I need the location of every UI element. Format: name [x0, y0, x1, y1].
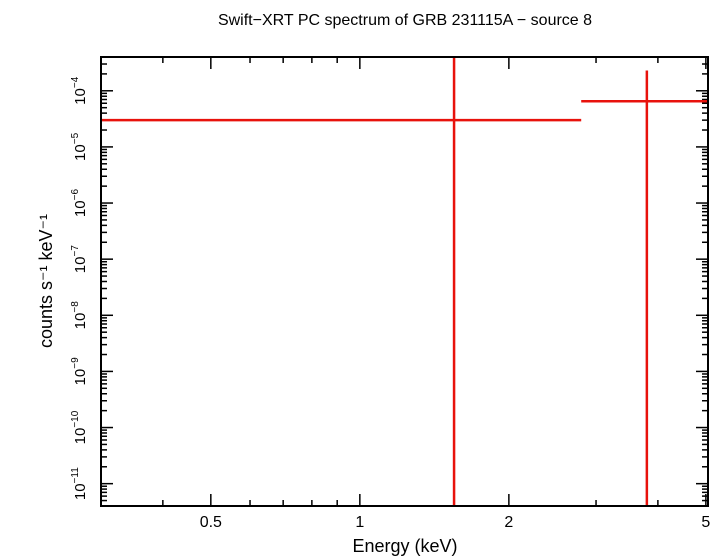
- x-tick-label: 5: [701, 514, 710, 531]
- y-tick-base: 10: [72, 257, 89, 274]
- data-series: [101, 57, 708, 506]
- y-tick-label: 10−10: [70, 410, 89, 444]
- y-tick-base: 10: [72, 88, 89, 105]
- x-tick-label: 1: [355, 514, 364, 531]
- y-tick-label: 10−7: [70, 245, 89, 274]
- y-tick-base: 10: [72, 483, 89, 500]
- y-axis-label: counts s⁻¹ keV⁻¹: [36, 214, 56, 348]
- y-tick-label: 10−9: [70, 357, 89, 386]
- y-tick-exponent: −10: [70, 410, 81, 427]
- y-tick-exponent: −9: [70, 357, 81, 369]
- y-tick-exponent: −5: [70, 132, 81, 144]
- y-tick-label: 10−6: [70, 189, 89, 218]
- y-tick-label: 10−8: [70, 301, 89, 330]
- x-tick-label: 0.5: [200, 514, 222, 531]
- x-tick-label: 2: [504, 514, 513, 531]
- x-axis-label: Energy (keV): [352, 536, 457, 556]
- y-tick-exponent: −7: [70, 245, 81, 257]
- y-tick-base: 10: [72, 144, 89, 161]
- y-tick-base: 10: [72, 369, 89, 386]
- y-tick-base: 10: [72, 200, 89, 217]
- chart-title: Swift−XRT PC spectrum of GRB 231115A − s…: [218, 12, 592, 29]
- y-tick-base: 10: [72, 428, 89, 445]
- x-axis-ticks: 0.5 1 2 5: [100, 57, 710, 531]
- y-tick-exponent: −6: [70, 189, 81, 201]
- y-tick-exponent: −8: [70, 301, 81, 313]
- y-tick-exponent: −11: [70, 467, 81, 484]
- y-tick-base: 10: [72, 313, 89, 330]
- plot-frame: [100, 56, 709, 507]
- y-tick-exponent: −4: [70, 76, 81, 88]
- y-tick-label: 10−5: [70, 132, 89, 161]
- y-tick-label: 10−4: [70, 76, 89, 105]
- y-tick-label: 10−11: [70, 467, 89, 500]
